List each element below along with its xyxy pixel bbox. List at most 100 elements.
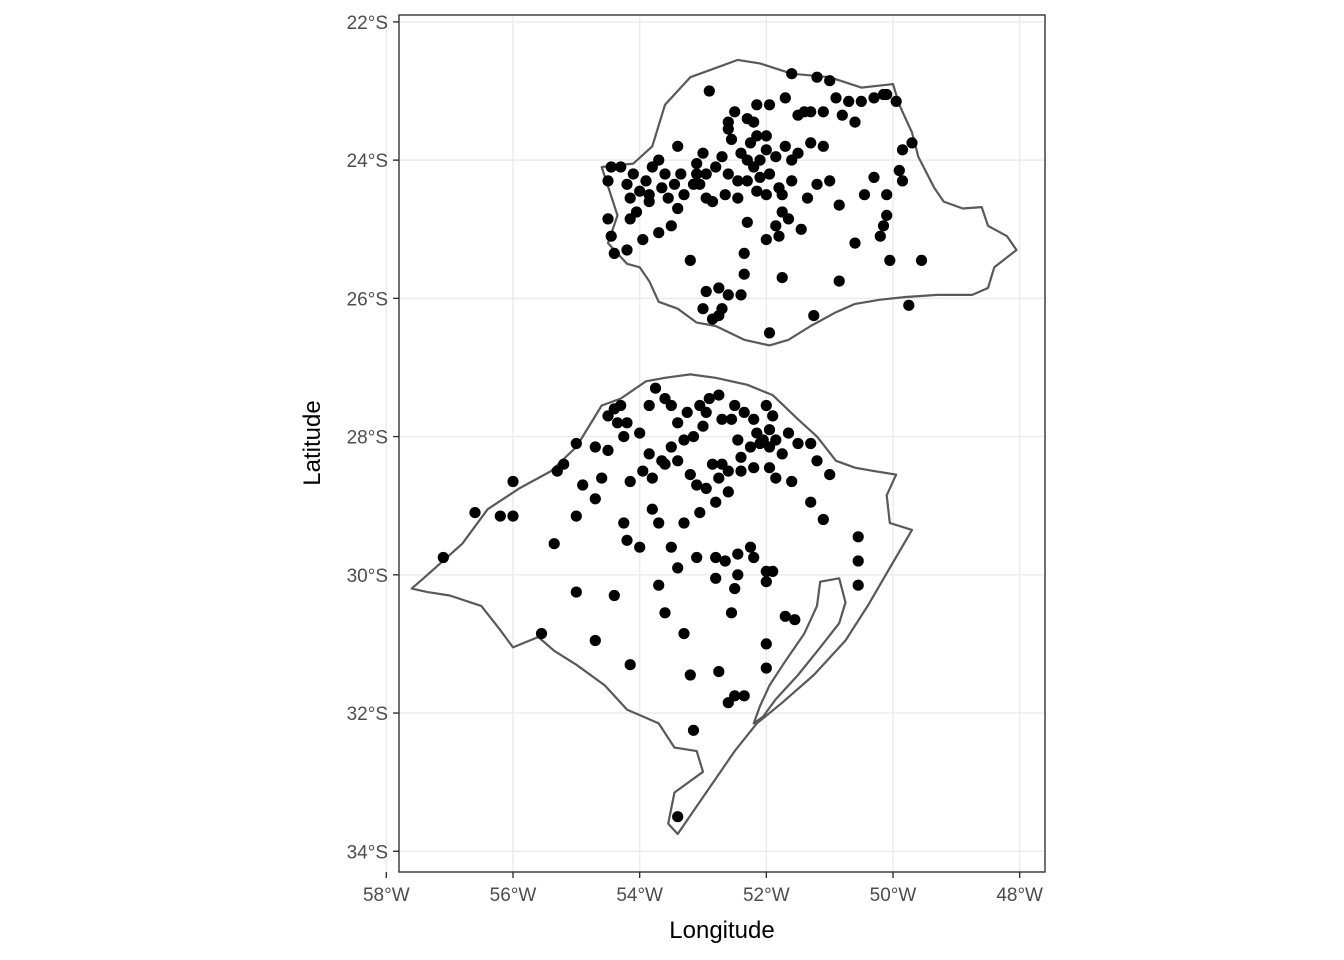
station-point [589, 634, 601, 647]
station-point [849, 237, 861, 249]
station-point [915, 254, 928, 266]
station-point [637, 465, 649, 477]
station-point [605, 161, 617, 173]
station-point [868, 92, 880, 104]
station-point [760, 144, 772, 156]
station-point [776, 206, 788, 218]
station-point [710, 496, 722, 508]
state-outline [752, 577, 847, 725]
x-tick-label: 48°W [996, 885, 1043, 906]
station-point [678, 189, 690, 201]
station-point [589, 493, 601, 505]
station-point [722, 123, 734, 135]
station-point [722, 168, 734, 180]
station-point [729, 399, 741, 412]
station-point [789, 614, 801, 626]
station-point [833, 275, 845, 287]
station-point [732, 548, 744, 560]
station-point [662, 192, 674, 204]
station-point [602, 410, 614, 422]
station-point [665, 220, 677, 232]
x-tick-label: 54°W [616, 885, 663, 906]
y-axis-title: Latitude [299, 400, 326, 485]
station-point [824, 175, 836, 187]
station-point [706, 458, 719, 470]
station-point [760, 189, 772, 201]
station-point [643, 196, 655, 208]
grid-lines [385, 15, 1045, 872]
station-point [817, 106, 829, 118]
y-tick-label: 24°S [347, 151, 388, 172]
station-point [858, 189, 871, 201]
station-point [881, 88, 893, 101]
station-point [786, 475, 798, 488]
station-point [725, 413, 738, 425]
station-point [678, 628, 690, 640]
station-point [703, 85, 715, 97]
station-point [602, 444, 614, 456]
station-point [634, 185, 646, 197]
station-point [748, 551, 760, 564]
station-point [675, 168, 687, 180]
station-point [773, 230, 785, 242]
station-point [881, 189, 893, 201]
station-point [735, 465, 747, 477]
station-point [697, 420, 709, 432]
station-point [710, 572, 722, 584]
station-point [665, 441, 677, 453]
station-point [678, 434, 690, 446]
station-point [615, 161, 627, 173]
station-point [805, 437, 817, 450]
station-point [725, 133, 738, 145]
station-point [684, 669, 696, 681]
station-point [716, 151, 728, 163]
station-point [710, 161, 722, 173]
station-point [896, 144, 909, 156]
station-point [760, 576, 772, 588]
station-point [732, 192, 744, 204]
panel-border [398, 14, 1046, 873]
station-point [855, 95, 867, 107]
station-point [684, 254, 696, 266]
station-point [754, 171, 766, 183]
station-point [653, 517, 665, 529]
station-point [760, 662, 772, 674]
station-point [744, 441, 757, 453]
station-point [732, 175, 744, 187]
station-point [621, 417, 633, 429]
station-point [697, 303, 709, 315]
station-point [570, 586, 582, 598]
station-points [437, 68, 928, 823]
station-point [634, 541, 646, 553]
station-point [874, 230, 886, 242]
station-point [792, 437, 804, 450]
station-point [672, 562, 684, 574]
station-point [824, 75, 836, 87]
state-outline [600, 58, 1018, 347]
station-point [770, 434, 782, 446]
station-point [640, 175, 652, 187]
station-point [763, 168, 776, 180]
station-point [653, 579, 665, 591]
station-point [649, 382, 662, 394]
station-point [817, 140, 829, 152]
station-point [732, 569, 744, 581]
station-point [843, 95, 855, 107]
station-point [741, 175, 753, 187]
station-point [801, 192, 814, 204]
station-point [792, 147, 804, 159]
station-point [852, 555, 864, 567]
station-point [713, 472, 725, 484]
station-point [744, 137, 757, 149]
station-point [884, 254, 896, 266]
station-point [732, 434, 744, 446]
station-point [852, 531, 864, 543]
station-point [782, 427, 795, 439]
station-point [469, 506, 481, 519]
station-point [763, 462, 776, 474]
station-point [763, 327, 776, 339]
station-point [621, 534, 633, 546]
station-point [741, 216, 753, 228]
station-point [618, 517, 630, 529]
station-point [719, 189, 731, 201]
